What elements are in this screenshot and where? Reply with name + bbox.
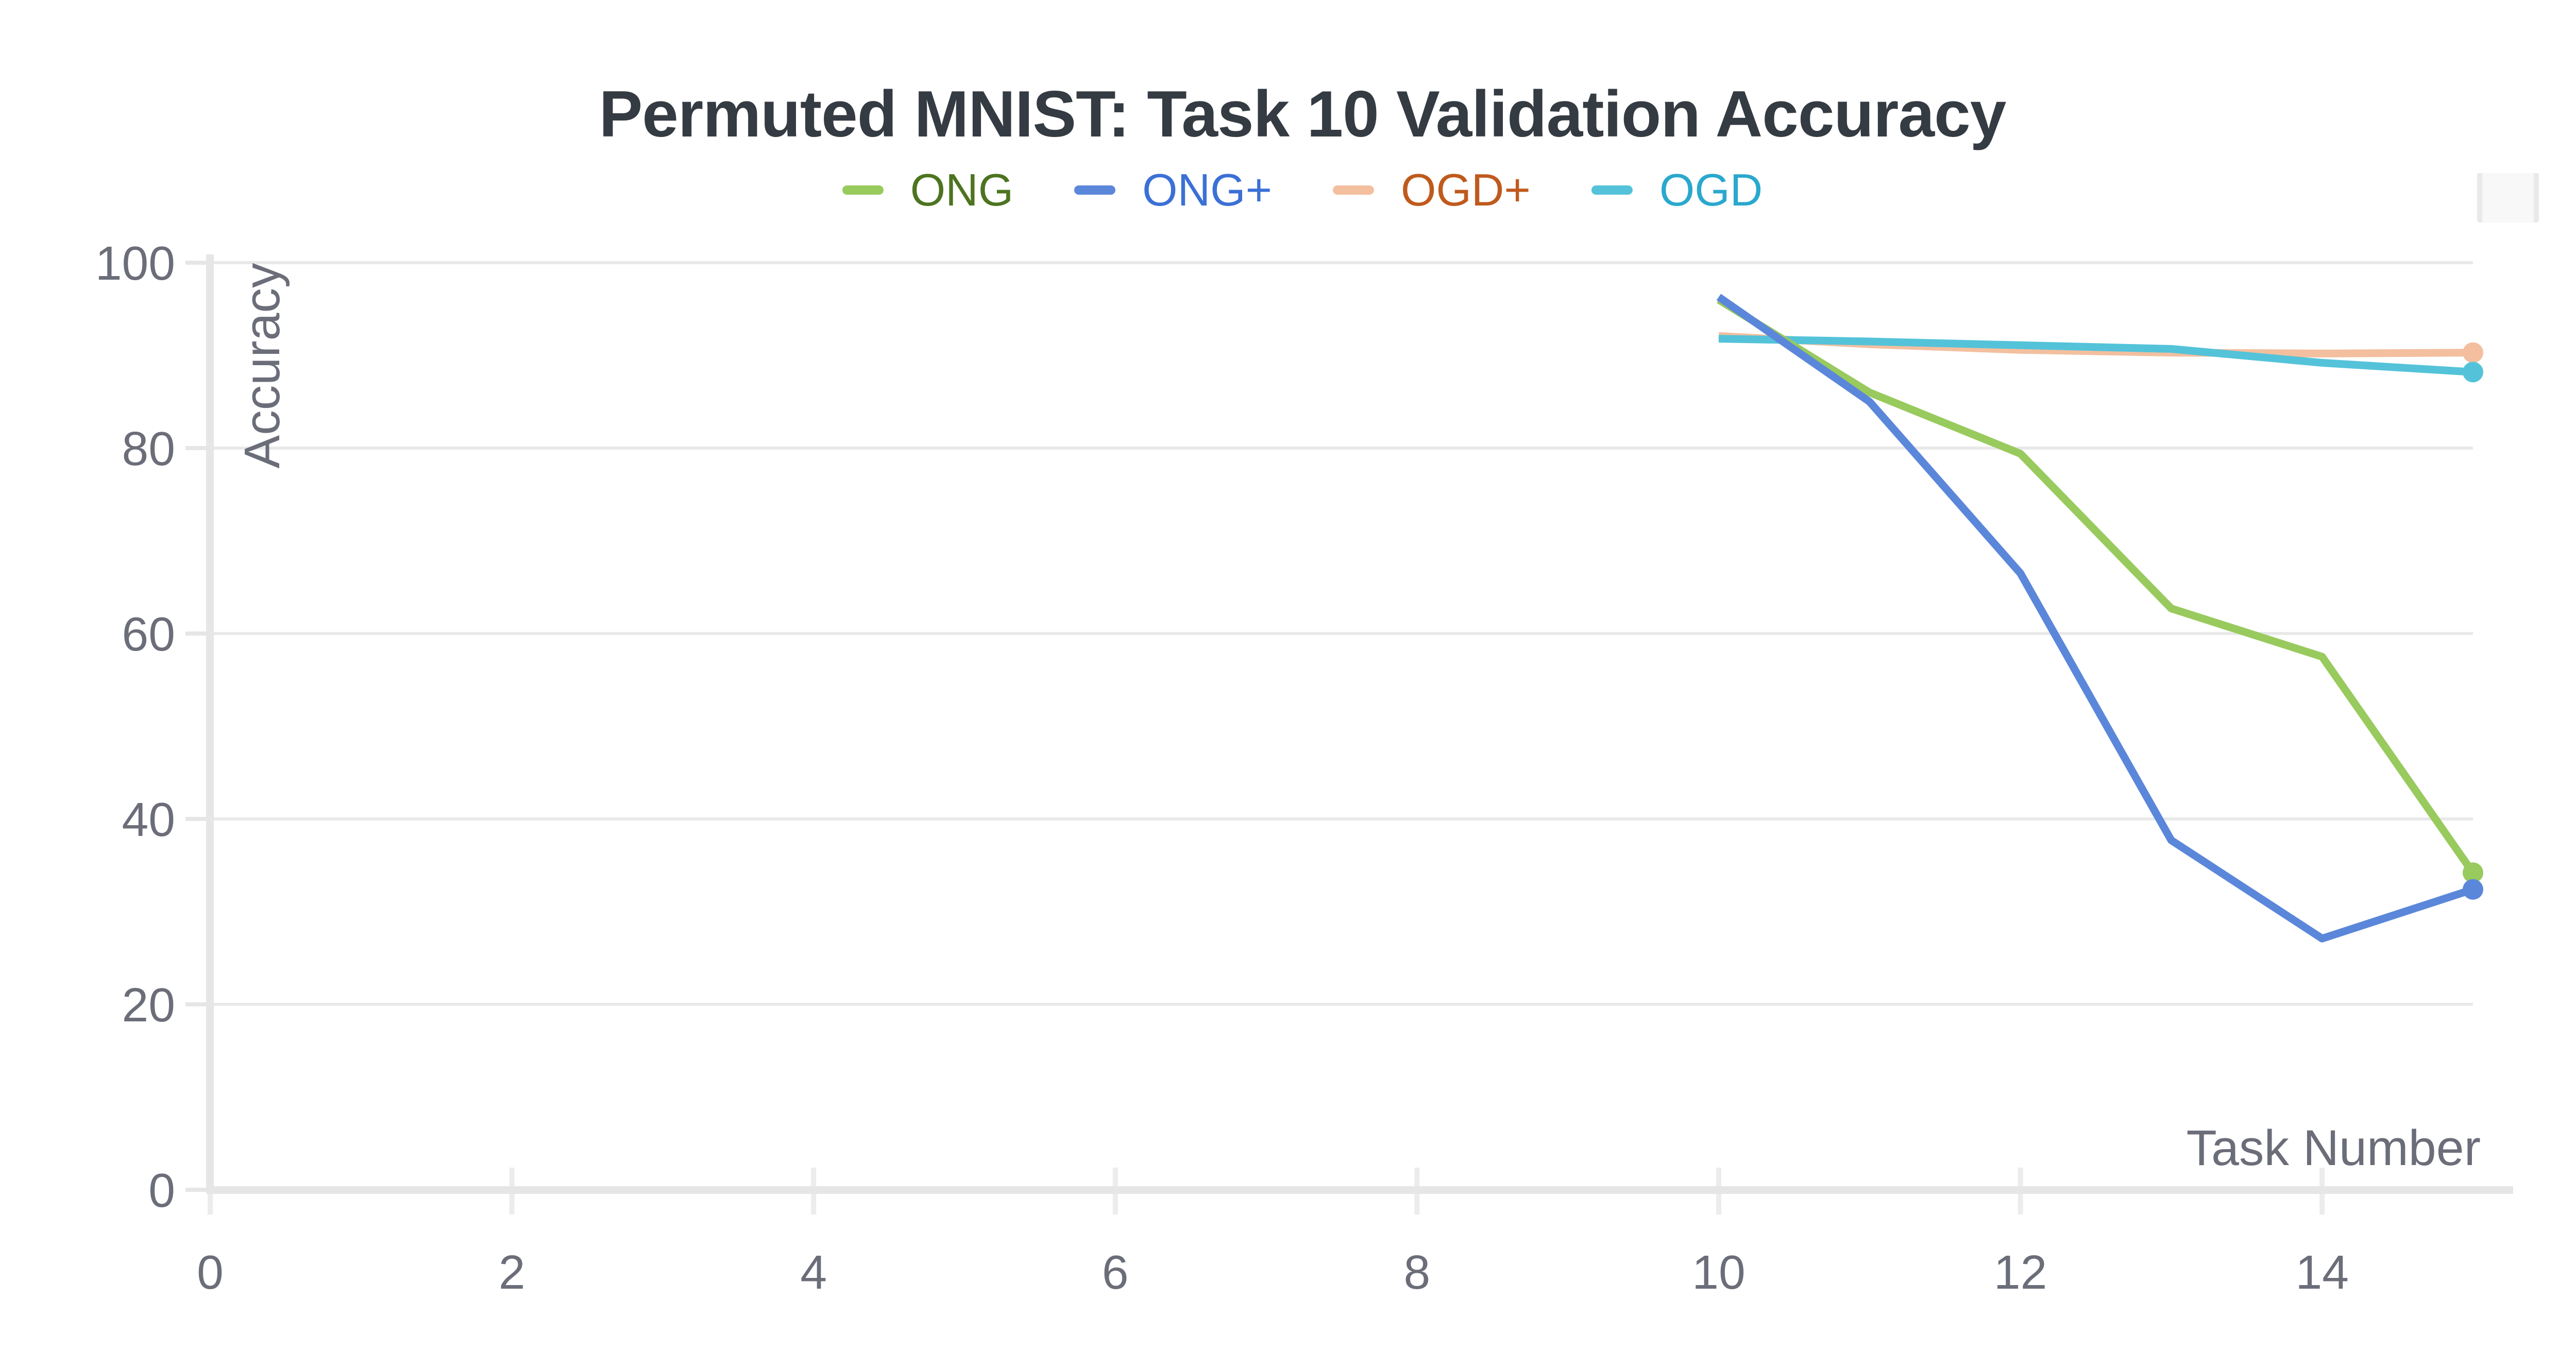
x-tick-label-8: 8: [1404, 1245, 1431, 1299]
x-tick-label-2: 2: [499, 1245, 526, 1299]
series-endpoint-ONG: [2463, 862, 2483, 883]
x-tick-label-14: 14: [2295, 1245, 2348, 1299]
legend-label: OGD: [1659, 164, 1763, 215]
legend-item-ONG+[interactable]: ONG+: [1074, 164, 1272, 216]
legend: ONG ONG+ OGD+ OGD: [0, 164, 2576, 216]
series-endpoint-ONG+: [2463, 879, 2483, 900]
y-axis-title: Accuracy: [234, 263, 290, 468]
legend-item-OGD+[interactable]: OGD+: [1333, 164, 1531, 216]
x-tick-label-10: 10: [1692, 1245, 1745, 1299]
x-tick-label-4: 4: [800, 1245, 827, 1299]
legend-label: OGD+: [1401, 164, 1531, 215]
options-button[interactable]: [2477, 173, 2539, 223]
series-line-ONG: [1717, 296, 2477, 875]
series-endpoint-OGD: [2463, 362, 2483, 383]
series-line-OGD: [1718, 335, 2473, 376]
y-tick-label-20: 20: [122, 978, 175, 1032]
legend-swatch-icon: [1074, 185, 1116, 195]
legend-swatch-icon: [1591, 185, 1633, 195]
chart-title: Permuted MNIST: Task 10 Validation Accur…: [599, 77, 2007, 150]
series-endpoint-OGD+: [2463, 342, 2483, 363]
legend-label: ONG: [910, 164, 1014, 215]
legend-swatch-icon: [842, 185, 884, 195]
series-line-ONG+: [1716, 294, 2475, 943]
legend-swatch-icon: [1333, 185, 1374, 195]
legend-label: ONG+: [1142, 164, 1272, 215]
x-tick-label-6: 6: [1102, 1245, 1129, 1299]
y-axis-line: [206, 254, 214, 1194]
x-tick-label-0: 0: [197, 1245, 224, 1299]
y-tick-label-0: 0: [148, 1164, 175, 1217]
x-axis-line: [206, 1186, 2513, 1194]
legend-item-OGD[interactable]: OGD: [1591, 164, 1762, 216]
y-tick-label-80: 80: [122, 422, 175, 475]
x-axis-title: Task Number: [2187, 1120, 2481, 1176]
legend-item-ONG[interactable]: ONG: [842, 164, 1013, 216]
y-tick-label-100: 100: [95, 236, 175, 290]
x-tick-label-12: 12: [1994, 1245, 2047, 1299]
y-tick-label-40: 40: [122, 793, 175, 846]
y-tick-label-60: 60: [122, 607, 175, 661]
